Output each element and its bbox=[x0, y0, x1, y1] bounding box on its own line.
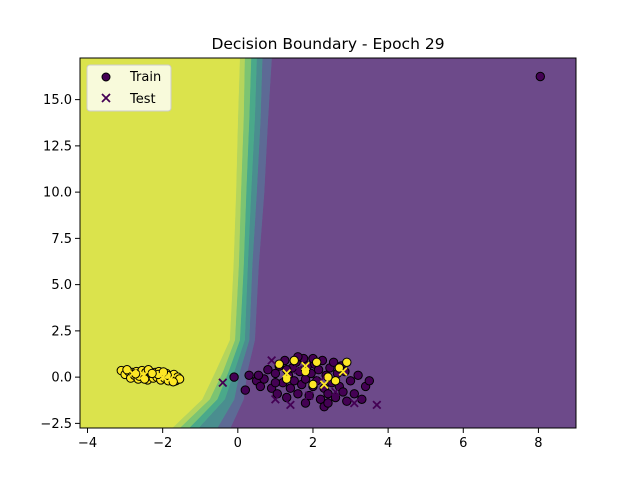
train-point bbox=[330, 392, 341, 403]
legend-train-marker bbox=[101, 72, 111, 82]
y-axis: −2.5 0.0 2.5 5.0 7.5 10.0 12.5 15.0 bbox=[40, 93, 80, 432]
chart-title: Decision Boundary - Epoch 29 bbox=[211, 35, 444, 53]
train-point bbox=[315, 394, 326, 404]
test-point-stroke bbox=[267, 356, 277, 365]
plot-frame bbox=[79, 57, 577, 429]
train-point bbox=[270, 368, 281, 379]
test-point-stroke bbox=[158, 372, 168, 382]
x-tick-label: −4 bbox=[78, 436, 97, 451]
train-point bbox=[338, 387, 348, 397]
y-tick-label: 12.5 bbox=[43, 139, 72, 154]
train-point bbox=[345, 376, 356, 386]
train-point bbox=[323, 398, 333, 408]
test-point-stroke bbox=[372, 400, 382, 410]
train-point bbox=[270, 378, 281, 388]
legend-test-label: Test bbox=[129, 92, 156, 107]
x-axis: −4 −2 0 2 4 6 8 bbox=[78, 428, 543, 451]
train-point bbox=[282, 374, 292, 384]
x-tick-label: 0 bbox=[234, 436, 242, 451]
test-point bbox=[301, 361, 310, 371]
test-point-stroke bbox=[139, 370, 149, 380]
y-tick-label: 10.0 bbox=[43, 186, 72, 201]
region-level-6 bbox=[80, 58, 240, 428]
test-point-stroke bbox=[270, 394, 280, 404]
train-point bbox=[353, 370, 363, 380]
train-point bbox=[349, 389, 359, 399]
train-point bbox=[323, 389, 333, 399]
legend: Train Test bbox=[86, 64, 172, 112]
train-point bbox=[147, 368, 157, 379]
train-point bbox=[535, 71, 545, 82]
legend-test-marker bbox=[101, 93, 111, 103]
test-point bbox=[338, 367, 348, 377]
test-point-stroke bbox=[128, 368, 138, 378]
train-point bbox=[342, 357, 352, 367]
y-tick-label: 2.5 bbox=[51, 324, 72, 339]
train-point bbox=[357, 394, 367, 404]
test-point-stroke bbox=[282, 368, 292, 378]
train-point bbox=[122, 365, 132, 375]
test-point bbox=[158, 372, 168, 382]
train-point bbox=[300, 366, 311, 377]
train-point bbox=[300, 398, 311, 408]
test-point-stroke bbox=[301, 361, 310, 371]
train-point bbox=[364, 376, 374, 386]
train-point bbox=[255, 381, 266, 392]
test-point bbox=[282, 368, 292, 378]
test-point bbox=[285, 400, 295, 410]
test-point-stroke bbox=[349, 398, 359, 408]
x-tick-label: 6 bbox=[459, 436, 467, 451]
train-point bbox=[328, 357, 339, 367]
test-point-stroke bbox=[338, 367, 348, 377]
test-point bbox=[128, 368, 138, 378]
train-point bbox=[342, 396, 352, 406]
train-point bbox=[263, 365, 273, 375]
y-tick-label: 7.5 bbox=[51, 232, 72, 247]
test-point-stroke bbox=[218, 378, 228, 388]
x-tick-label: 2 bbox=[309, 436, 317, 451]
train-point bbox=[240, 385, 251, 395]
test-point bbox=[139, 370, 149, 380]
train-point bbox=[285, 383, 296, 393]
test-point bbox=[372, 400, 382, 410]
decision-regions bbox=[80, 58, 576, 428]
test-point bbox=[293, 365, 303, 375]
y-tick-label: 15.0 bbox=[43, 93, 72, 108]
train-point bbox=[274, 359, 284, 369]
x-tick-label: 8 bbox=[534, 436, 542, 451]
region-level-0 bbox=[230, 58, 576, 428]
test-point-stroke bbox=[331, 387, 340, 397]
test-point bbox=[267, 356, 277, 365]
test-point-stroke bbox=[304, 391, 314, 401]
train-point bbox=[312, 357, 322, 367]
test-point bbox=[165, 374, 175, 384]
test-point bbox=[331, 387, 340, 397]
train-point bbox=[289, 355, 299, 366]
train-point bbox=[308, 379, 318, 390]
test-point bbox=[304, 391, 314, 401]
test-point-stroke bbox=[319, 380, 329, 389]
train-point bbox=[229, 372, 239, 382]
test-point-stroke bbox=[165, 374, 175, 384]
x-tick-label: −2 bbox=[153, 436, 172, 451]
y-tick-label: −2.5 bbox=[40, 417, 72, 432]
train-point bbox=[330, 376, 341, 386]
x-tick-label: 4 bbox=[384, 436, 392, 451]
y-tick-label: 5.0 bbox=[51, 278, 72, 293]
test-point-stroke bbox=[285, 400, 295, 410]
test-point bbox=[349, 398, 359, 408]
test-point bbox=[270, 394, 280, 404]
train-point bbox=[244, 370, 254, 380]
test-points bbox=[128, 356, 382, 410]
test-point bbox=[218, 378, 228, 388]
y-tick-label: 0.0 bbox=[51, 371, 72, 386]
test-point bbox=[319, 380, 329, 389]
test-point-stroke bbox=[293, 365, 303, 375]
train-point bbox=[282, 392, 292, 403]
train-point bbox=[293, 389, 303, 399]
legend-train-label: Train bbox=[129, 70, 161, 85]
train-point bbox=[253, 370, 264, 380]
